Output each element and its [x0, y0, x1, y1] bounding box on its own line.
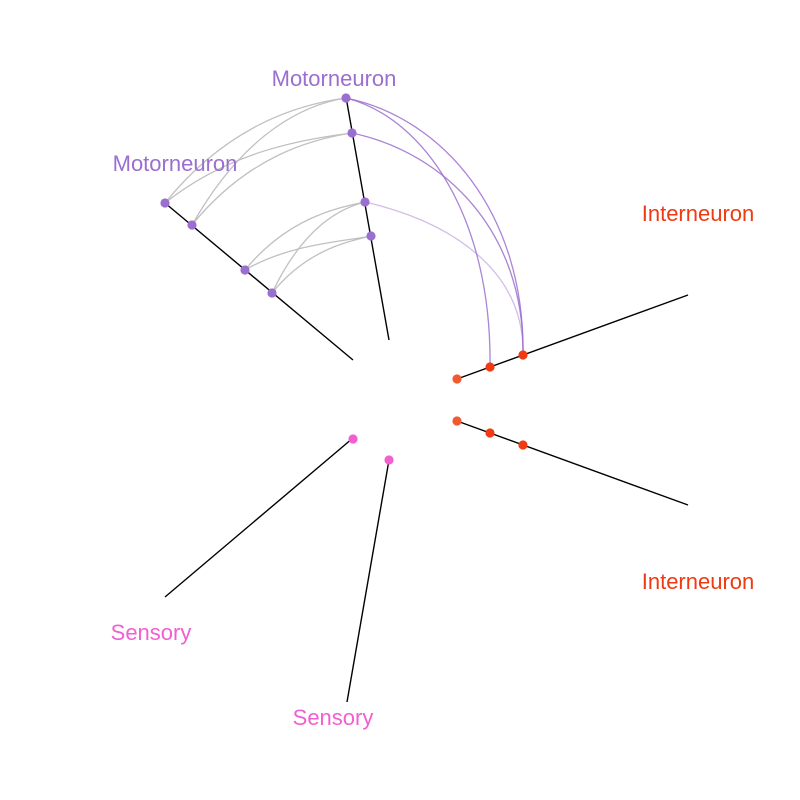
- node-motorneuron: [267, 288, 277, 298]
- edge: [345, 97, 491, 368]
- edge: [244, 235, 372, 271]
- edge: [345, 97, 524, 356]
- axis-label-motorneuron-b: Motorneuron: [113, 151, 238, 176]
- node-interneuron: [485, 428, 495, 438]
- nodes-layer: [160, 93, 528, 465]
- node-motorneuron: [366, 231, 376, 241]
- edge: [164, 97, 347, 204]
- edge: [351, 132, 524, 356]
- node-interneuron: [518, 440, 528, 450]
- edge: [244, 201, 366, 271]
- edge: [191, 97, 347, 226]
- edge: [271, 235, 372, 294]
- axis-label-sensory-a: Sensory: [111, 620, 192, 645]
- axes-layer: [164, 96, 689, 703]
- axis-label-motorneuron-a: Motorneuron: [272, 66, 397, 91]
- axis-label-sensory-b: Sensory: [293, 705, 374, 730]
- edge: [164, 132, 353, 204]
- axis-interneuron-a: [456, 294, 689, 380]
- edge: [364, 201, 524, 356]
- node-motorneuron: [347, 128, 357, 138]
- node-motorneuron: [341, 93, 351, 103]
- edge: [191, 132, 353, 226]
- axis-motorneuron-b: [164, 202, 354, 361]
- node-sensory: [348, 434, 358, 444]
- node-motorneuron: [160, 198, 170, 208]
- axis-label-interneuron-a: Interneuron: [642, 201, 755, 226]
- node-interneuron: [485, 362, 495, 372]
- axis-motorneuron-a: [345, 96, 390, 341]
- node-motorneuron: [360, 197, 370, 207]
- labels-layer: Motorneuron Motorneuron Interneuron Inte…: [111, 66, 755, 730]
- node-motorneuron: [240, 265, 250, 275]
- edges-layer: [164, 97, 524, 368]
- axis-sensory-b: [346, 459, 390, 703]
- axis-interneuron-b: [456, 420, 689, 506]
- axis-label-interneuron-b: Interneuron: [642, 569, 755, 594]
- node-motorneuron: [187, 220, 197, 230]
- node-interneuron: [452, 374, 462, 384]
- node-interneuron: [518, 350, 528, 360]
- node-interneuron: [452, 416, 462, 426]
- edge: [271, 201, 366, 294]
- axis-sensory-a: [164, 437, 354, 598]
- node-sensory: [384, 455, 394, 465]
